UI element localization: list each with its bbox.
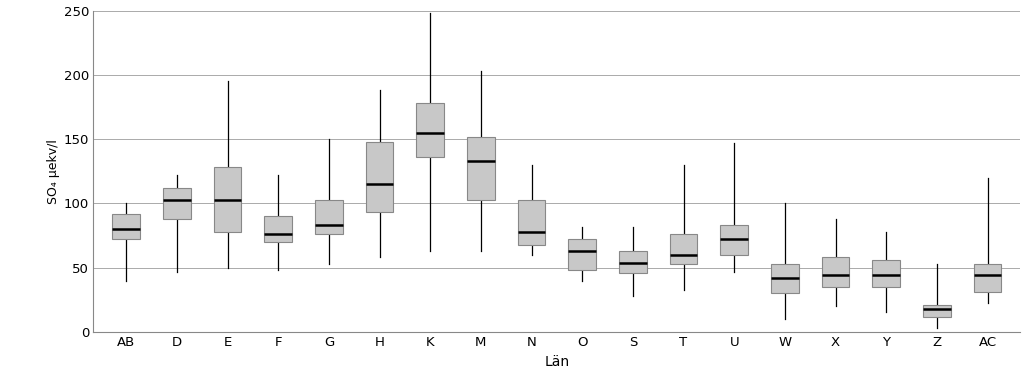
- Bar: [974, 264, 1001, 292]
- Bar: [568, 240, 596, 270]
- Bar: [467, 137, 495, 200]
- Bar: [771, 264, 799, 293]
- Bar: [517, 200, 546, 244]
- Bar: [923, 305, 951, 317]
- Y-axis label: SO₄ μekv/l: SO₄ μekv/l: [46, 139, 60, 204]
- Bar: [619, 251, 646, 273]
- Bar: [720, 225, 748, 255]
- Bar: [265, 216, 292, 242]
- Bar: [213, 167, 241, 232]
- Bar: [670, 234, 698, 264]
- Bar: [822, 257, 850, 287]
- X-axis label: Län: Län: [545, 355, 569, 369]
- Bar: [365, 142, 394, 212]
- Bar: [315, 200, 343, 234]
- Bar: [872, 260, 900, 287]
- Bar: [112, 214, 141, 240]
- Bar: [163, 188, 191, 219]
- Bar: [417, 103, 444, 157]
